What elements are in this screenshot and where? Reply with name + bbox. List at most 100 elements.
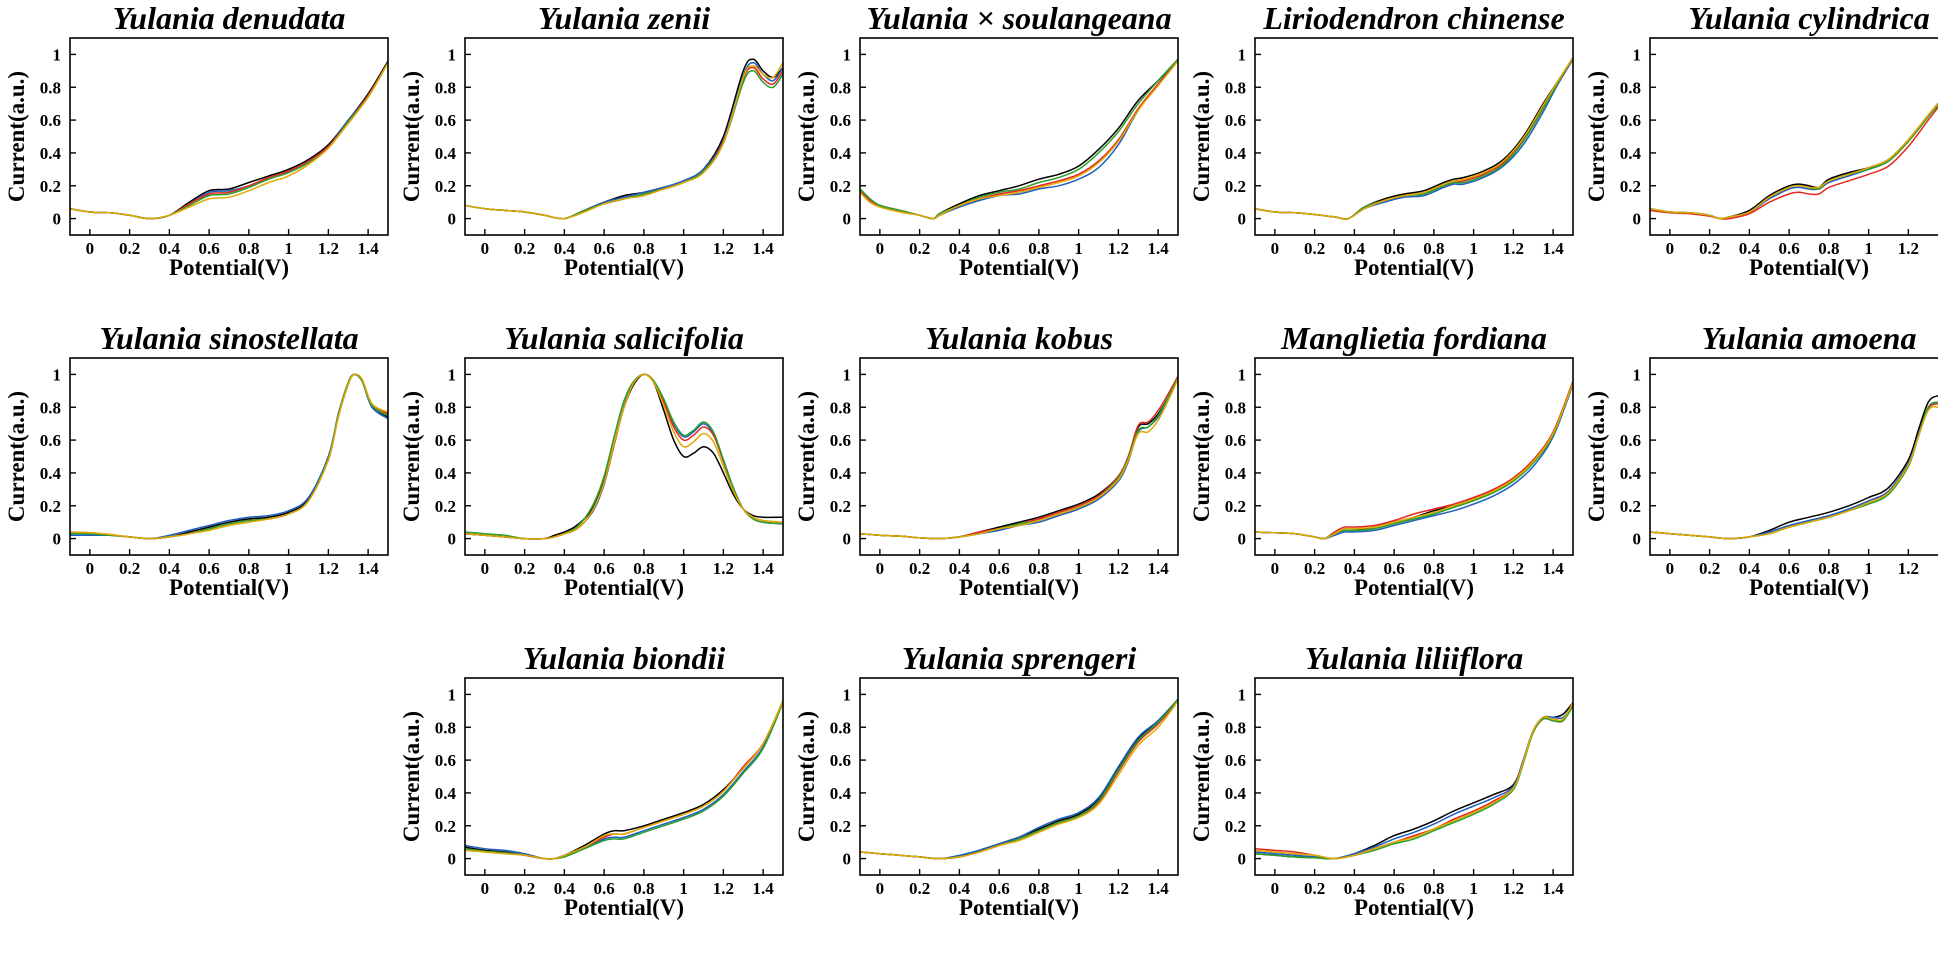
x-tick-label: 1 [679,239,688,258]
x-tick-label: 0.8 [1818,239,1839,258]
series-line-trace-4 [1650,103,1938,220]
series-line-trace-2 [1650,103,1938,220]
series-line-trace-2 [1650,401,1938,540]
x-tick-label: 0.4 [159,239,181,258]
x-tick-label: 0.6 [989,239,1010,258]
series-line-trace-1 [1650,395,1938,540]
x-tick-label: 0.2 [514,879,535,898]
y-tick-label: 0.2 [1620,497,1641,516]
series-line-trace-1 [1650,102,1938,220]
chart-title: Yulania kobus [925,320,1113,356]
chart-panel: Yulania zenii 0 0.2 0.4 0.6 0.8 1 1.2 1.4 0 0.2 0.4… [399,0,784,280]
series-line-trace-3 [465,700,783,860]
y-tick-label: 0.4 [435,144,457,163]
x-tick-label: 0.2 [1304,559,1325,578]
series-line-trace-2 [465,700,783,860]
x-tick-label: 1.2 [1108,559,1129,578]
y-tick-label: 1 [1238,45,1247,64]
x-tick-label: 0.8 [1818,559,1839,578]
x-tick-label: 1.2 [1108,239,1129,258]
y-tick-label: 0.2 [1225,177,1246,196]
trace-group [70,373,388,540]
chart-panel: Liriodendron chinense 0 0.2 0.4 0.6 0.8 1 1.2 1.… [1189,0,1574,280]
x-tick-label: 1.4 [753,239,775,258]
y-tick-label: 0 [53,530,62,549]
chart-panel: Yulania sinostellata 0 0.2 0.4 0.6 0.8 1 1.2 1.4… [4,320,389,600]
plot-frame [464,677,784,876]
chart-panel: Yulania sprengeri 0 0.2 0.4 0.6 0.8 1 1.2 1.4 0 0.… [794,640,1179,920]
trace-group [860,58,1178,220]
series-line-trace-4 [70,61,388,220]
y-tick-label: 1 [448,685,457,704]
series-line-trace-2 [860,376,1178,540]
series-line-trace-1 [465,700,783,860]
y-tick-label: 0.8 [435,718,456,737]
x-tick-label: 0.6 [594,559,615,578]
series-line-trace-1 [465,58,783,220]
y-tick-label: 0.4 [1225,144,1247,163]
series-line-trace-1 [1255,381,1573,540]
chart-title: Yulania sinostellata [99,320,358,356]
y-tick-label: 0.2 [435,817,456,836]
x-tick-label: 0 [1666,559,1675,578]
y-axis-label: Current(a.u.) [1189,71,1214,202]
x-tick-label: 0 [86,559,95,578]
x-tick-label: 1 [284,559,293,578]
x-tick-label: 0.2 [119,559,140,578]
trace-group [70,60,388,220]
chart-panel: Yulania denudata 0 0.2 0.4 0.6 0.8 1 1.2 1.4 0 0.2… [4,0,389,280]
y-tick-label: 0 [843,210,852,229]
y-tick-label: 0.2 [1620,177,1641,196]
y-tick-label: 0.4 [1225,784,1247,803]
series-line-trace-5 [465,700,783,860]
series-line-trace-5 [70,61,388,220]
series-line-trace-5 [860,60,1178,220]
series-line-trace-5 [465,61,783,220]
y-tick-label: 0.8 [1225,78,1246,97]
series-line-trace-5 [1255,56,1573,220]
x-tick-label: 1.4 [1148,239,1170,258]
x-tick-label: 0.6 [1384,239,1405,258]
x-tick-label: 0.6 [199,239,220,258]
y-tick-label: 0.2 [830,177,851,196]
x-tick-label: 0.6 [594,879,615,898]
y-tick-label: 0.8 [435,398,456,417]
y-tick-label: 0.6 [1620,111,1641,130]
y-tick-label: 0.6 [830,431,851,450]
series-line-trace-1 [70,60,388,220]
x-tick-label: 0.4 [554,559,576,578]
x-tick-label: 0 [1271,239,1280,258]
x-tick-label: 0.2 [1699,239,1720,258]
y-tick-label: 0.8 [435,78,456,97]
x-tick-label: 0.8 [1028,879,1049,898]
chart-panel: Manglietia fordiana 0 0.2 0.4 0.6 0.8 1 1.2 1.4 0… [1189,320,1574,600]
x-tick-label: 0.4 [1739,559,1761,578]
x-tick-label: 0.8 [1028,239,1049,258]
plot-frame [464,357,784,556]
trace-group [1255,56,1573,220]
x-tick-label: 1.4 [753,559,775,578]
plot-frame [1649,37,1938,236]
x-tick-label: 0.8 [633,559,654,578]
x-tick-label: 0.2 [909,879,930,898]
chart-panel: Yulania amoena00.20.40.60.811.21.400.20.… [1584,320,1938,600]
x-tick-label: 0.4 [949,239,971,258]
y-tick-label: 1 [843,45,852,64]
series-line-trace-5 [1255,381,1573,540]
x-axis-label: Potential(V) [1749,255,1869,280]
y-tick-label: 0.8 [830,718,851,737]
y-tick-label: 0.4 [1620,464,1642,483]
series-line-trace-4 [70,373,388,540]
y-tick-label: 0 [1633,210,1642,229]
trace-group [1650,102,1938,220]
chart-panel: Yulania kobus 0 0.2 0.4 0.6 0.8 1 1.2 1.4 0 0.2 0.4… [794,320,1179,600]
chart-title: Yulania denudata [113,0,346,36]
plot-frame [1254,357,1574,556]
x-axis-label: Potential(V) [1354,255,1474,280]
chart-title: Yulania cylindrica [1688,0,1930,36]
y-tick-label: 0.6 [435,431,456,450]
y-tick-label: 1 [843,685,852,704]
x-tick-label: 0.6 [1384,879,1405,898]
x-axis-label: Potential(V) [564,575,684,600]
chart-title: Yulania × soulangeana [866,0,1171,36]
